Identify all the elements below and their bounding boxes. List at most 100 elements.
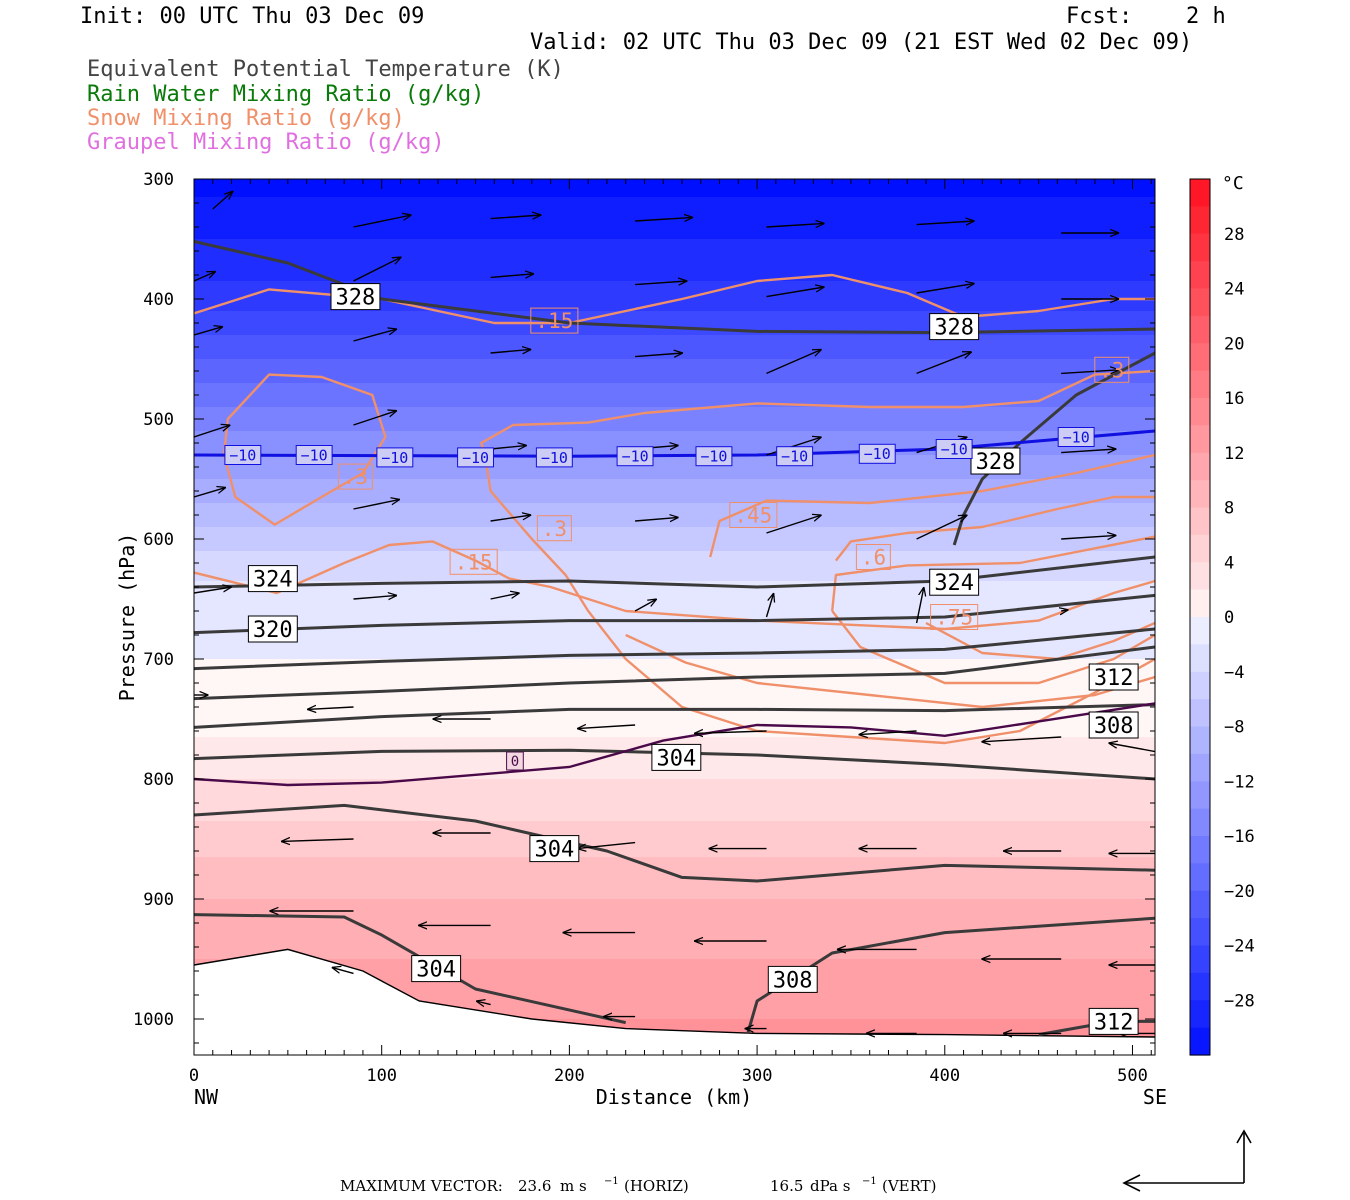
theta-e-contour <box>194 703 1155 729</box>
temperature-band <box>194 341 1155 348</box>
temperature-band <box>194 599 1155 606</box>
temperature-band <box>194 947 1155 954</box>
y-tick-label: 500 <box>143 410 174 430</box>
temperature-band <box>194 311 1155 318</box>
wind-vector <box>1162 616 1174 617</box>
temperature-band <box>194 953 1155 960</box>
temperature-band <box>194 437 1155 444</box>
temperature-band <box>194 371 1155 378</box>
x-tick-label: 100 <box>366 1066 397 1086</box>
colorbar-segment <box>1190 398 1210 426</box>
temperature-band <box>194 671 1155 678</box>
temperature-band <box>194 899 1155 906</box>
wind-vector <box>577 841 636 849</box>
colorbar: 28 24 20 16 12 8 4 0 −4 −8 −12 −16 −20 −24 −28 <box>1189 178 1255 1056</box>
isotherm-minus10-label-box <box>295 445 333 465</box>
temperature-band <box>194 221 1155 228</box>
temperature-band <box>194 857 1155 864</box>
temperature-band <box>194 959 1155 966</box>
wind-vector <box>916 221 975 225</box>
theta-e-label-box <box>1088 1007 1139 1035</box>
wind-vector <box>635 281 687 285</box>
isotherm-minus10-label: −10 <box>781 448 808 466</box>
temperature-band <box>194 683 1155 690</box>
temperature-band <box>194 413 1155 420</box>
snow-contour <box>834 495 1155 562</box>
wind-vector <box>353 329 398 342</box>
temperature-band <box>194 263 1155 270</box>
temperature-band <box>194 839 1155 846</box>
wind-vector <box>194 587 232 594</box>
wind-vectors <box>194 191 1174 1033</box>
theta-e-label-box <box>330 283 381 311</box>
temperature-band <box>194 719 1155 726</box>
temperature-band <box>194 209 1155 216</box>
temperature-band <box>194 329 1155 336</box>
temperature-band <box>194 593 1155 600</box>
wind-vector <box>194 955 195 957</box>
wind-vector <box>765 593 774 618</box>
theta-e-contour <box>194 627 1155 671</box>
theta-e-label: 328 <box>976 450 1016 475</box>
temperature-band <box>194 179 1155 186</box>
temperature-band <box>194 503 1155 510</box>
isotherm-minus10-label-box <box>935 439 973 459</box>
snow-label-box <box>855 544 891 570</box>
isotherm-minus10-label-box <box>535 447 573 468</box>
snow-label-box <box>536 515 572 542</box>
snow-label: .75 <box>935 606 973 630</box>
temperature-band <box>194 251 1155 258</box>
wind-vector <box>634 599 657 612</box>
snow-label: .45 <box>734 504 772 528</box>
temperature-band <box>194 845 1155 852</box>
temperature-band <box>194 389 1155 396</box>
wind-vector <box>1109 743 1155 753</box>
x-tick-label: 300 <box>742 1066 773 1086</box>
temperature-band <box>194 485 1155 492</box>
wind-vector <box>353 499 400 510</box>
colorbar-segment <box>1190 261 1210 290</box>
legend-theta-e: Equivalent Potential Temperature (K) <box>87 57 564 82</box>
x-tick-label: 500 <box>1117 1066 1148 1086</box>
x-axis-title: Distance (km) <box>596 1085 753 1109</box>
isotherm-minus10-label-box <box>616 446 654 467</box>
snow-contour <box>222 373 387 526</box>
snow-contour <box>831 535 1155 612</box>
theta-e-label-box <box>1088 711 1139 739</box>
y-tick-label: 600 <box>143 530 174 550</box>
isotherm-minus10-label-box <box>695 446 733 467</box>
snow-label-box <box>449 548 498 575</box>
wind-vector <box>916 352 972 375</box>
temperature-band <box>194 377 1155 384</box>
temperature-band <box>194 737 1155 744</box>
temperature-band <box>194 971 1155 978</box>
colorbar-segment <box>1190 179 1210 207</box>
temperature-band <box>194 797 1155 804</box>
temperature-band <box>194 965 1155 972</box>
temperature-band <box>194 239 1155 246</box>
temperature-band <box>194 245 1155 252</box>
x-right-end-label: SE <box>1143 1085 1167 1109</box>
snow-contour <box>831 610 1155 685</box>
temperature-band <box>194 1007 1155 1014</box>
temperature-band <box>194 821 1155 828</box>
temperature-band <box>194 533 1155 540</box>
temperature-band <box>194 539 1155 546</box>
vert-suffix: (VERT) <box>882 1177 937 1195</box>
temperature-band <box>194 1019 1155 1026</box>
wind-vector <box>194 425 230 438</box>
theta-e-label: 320 <box>253 618 293 643</box>
temperature-band <box>194 935 1155 942</box>
theta-e-label-box <box>247 615 298 643</box>
temperature-band <box>194 365 1155 372</box>
temperature-band <box>194 281 1155 288</box>
theta-e-label: 304 <box>416 958 456 983</box>
colorbar-segment <box>1190 753 1210 782</box>
theta-e-label: 312 <box>1094 1010 1134 1035</box>
colorbar-tick-label: 16 <box>1224 389 1244 409</box>
theta-e-label-box <box>529 835 580 863</box>
theta-e-label-box <box>411 955 462 983</box>
temperature-band <box>194 623 1155 630</box>
theta-e-label: 312 <box>1094 666 1134 691</box>
temperature-band <box>194 881 1155 888</box>
